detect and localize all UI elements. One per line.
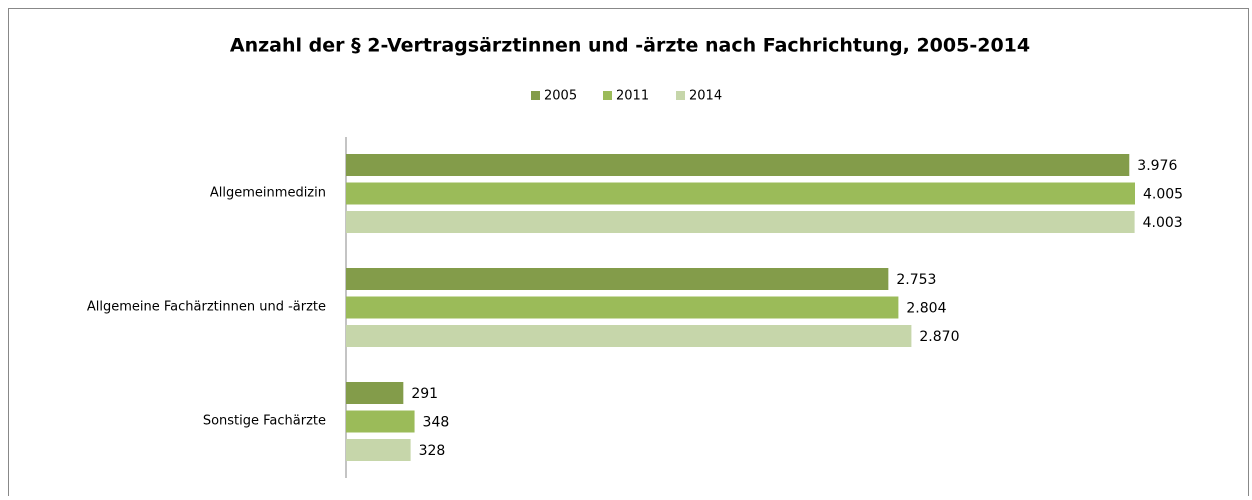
value-label: 2.870	[919, 329, 959, 345]
value-label: 2.804	[906, 301, 946, 317]
legend-swatch	[603, 91, 612, 100]
bar	[346, 268, 889, 290]
value-label: 3.976	[1137, 158, 1177, 174]
bar	[346, 154, 1130, 176]
value-label: 328	[419, 443, 446, 459]
category-label: Allgemeinmedizin	[210, 186, 326, 201]
bar	[346, 410, 415, 433]
category-label: Sonstige Fachärzte	[203, 414, 326, 429]
value-label: 4.003	[1143, 215, 1183, 231]
bar	[346, 439, 411, 461]
legend-swatch	[531, 91, 540, 100]
value-label: 348	[423, 415, 450, 431]
value-label: 4.005	[1143, 187, 1183, 203]
bar	[346, 296, 899, 319]
value-label: 291	[411, 386, 438, 402]
bar	[346, 182, 1135, 205]
legend-label: 2005	[544, 89, 577, 104]
legend-label: 2014	[689, 89, 722, 104]
bar	[346, 382, 404, 404]
bar	[346, 325, 912, 347]
chart-title: Anzahl der § 2-Vertragsärztinnen und -är…	[230, 35, 1030, 57]
bar	[346, 211, 1135, 233]
legend-label: 2011	[616, 89, 649, 104]
value-label: 2.753	[896, 272, 936, 288]
category-label: Allgemeine Fachärztinnen und -ärzte	[87, 300, 326, 315]
chart-frame	[8, 8, 1249, 500]
legend-swatch	[676, 91, 685, 100]
